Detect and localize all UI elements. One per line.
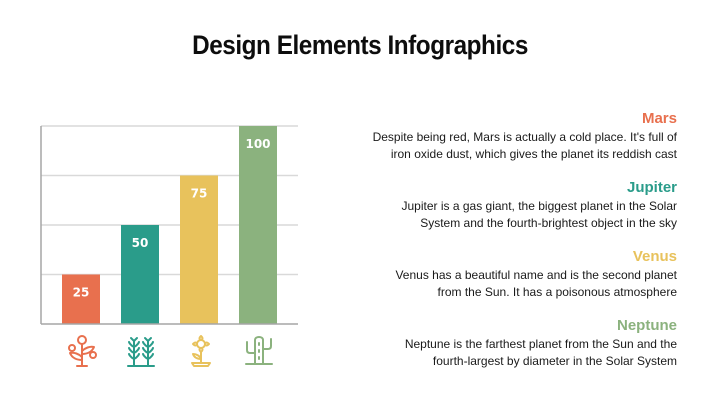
planet-name: Jupiter <box>626 179 677 196</box>
planet-name: Neptune <box>617 317 677 334</box>
page-title: Design Elements Infographics <box>192 30 528 60</box>
sunflower-icon <box>191 335 211 367</box>
chart-bars: 25 50 75 100 <box>62 126 277 324</box>
bar-mars <box>62 274 100 324</box>
planet-card-mars: Mars Despite being red, Mars is actually… <box>347 110 677 163</box>
bar-value-label: 100 <box>245 137 270 151</box>
planet-description: Jupiter is a gas giant, the biggest plan… <box>401 199 677 230</box>
flower-branch-icon <box>68 335 97 367</box>
planet-card-venus: Venus Venus has a beautiful name and is … <box>347 248 677 301</box>
bar-jupiter <box>121 225 159 324</box>
bar-value-label: 50 <box>132 236 149 250</box>
bar-value-label: 25 <box>73 286 90 300</box>
planet-description: Neptune is the farthest planet from the … <box>404 337 677 368</box>
planet-name: Mars <box>641 110 677 127</box>
planet-description: Despite being red, Mars is actually a co… <box>372 130 677 161</box>
planet-description: Venus has a beautiful name and is the se… <box>395 268 677 299</box>
wheat-icon <box>127 337 155 367</box>
chart-axes <box>40 126 298 325</box>
bar-value-label: 75 <box>191 187 208 201</box>
planet-card-jupiter: Jupiter Jupiter is a gas giant, the bigg… <box>347 179 677 232</box>
cactus-icon <box>245 336 273 365</box>
bar-neptune <box>239 126 277 324</box>
planet-card-neptune: Neptune Neptune is the farthest planet f… <box>347 317 677 370</box>
planet-name: Venus <box>632 248 677 265</box>
bar-venus <box>180 175 218 324</box>
